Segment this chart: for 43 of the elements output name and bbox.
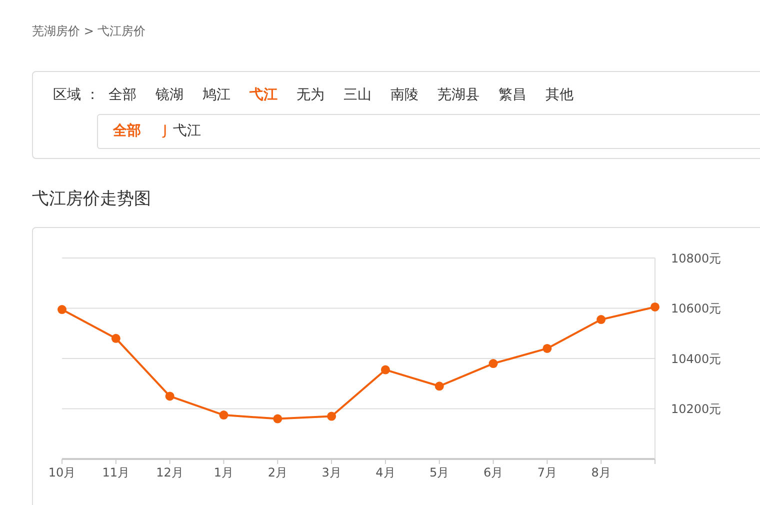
point (596, 315, 606, 324)
point (434, 382, 444, 391)
text: 三山 (343, 86, 372, 104)
x-tick-label: 10月 (48, 466, 76, 480)
text: J (163, 122, 168, 140)
point (165, 392, 174, 401)
x-tick-label: 11月 (102, 466, 130, 480)
text: 弋江 (173, 122, 202, 140)
text: 鸠江 (202, 86, 230, 104)
text: 全部 (108, 86, 136, 104)
x-tick-label: 8月 (591, 466, 611, 480)
chart-title: 弋江房价走势图 (32, 189, 151, 209)
x-tick-label: 4月 (376, 466, 396, 480)
text: 弋江 (249, 86, 278, 104)
point (488, 359, 498, 368)
x-tick-label: 6月 (483, 466, 504, 480)
text: 镜湖 (155, 86, 184, 104)
point (273, 414, 282, 424)
point (58, 305, 66, 314)
text: 区域 ： (53, 86, 100, 104)
text: 其他 (545, 86, 574, 104)
text: 繁昌 (498, 86, 526, 104)
point (111, 334, 120, 343)
text: 南陵 (390, 86, 418, 104)
y-tick-label: 10600元 (671, 302, 722, 316)
point (650, 302, 660, 312)
y-tick-label: 10200元 (671, 402, 722, 416)
y-tick-label: 10800元 (671, 251, 722, 266)
text: 芜湖房价 > 弋江房价 (32, 24, 146, 38)
text: 无为 (296, 86, 324, 104)
point (380, 365, 390, 374)
point (327, 412, 336, 421)
x-tick-label: 7月 (537, 466, 557, 480)
x-tick-label: 2月 (268, 466, 288, 480)
text: 全部 (113, 122, 141, 140)
y-tick-label: 10400元 (671, 352, 722, 366)
point (219, 410, 228, 420)
x-tick-label: 12月 (156, 466, 184, 480)
x-tick-label: 1月 (214, 466, 234, 480)
point (542, 344, 552, 353)
x-tick-label: 3月 (322, 466, 342, 480)
text: 芜湖县 (437, 86, 480, 104)
x-tick-label: 5月 (430, 466, 450, 480)
